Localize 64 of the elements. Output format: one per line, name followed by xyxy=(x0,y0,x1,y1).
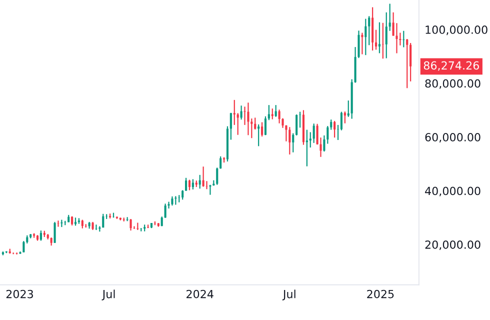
candlestick xyxy=(230,112,232,140)
x-tick-label: 2023 xyxy=(6,290,33,298)
candlestick xyxy=(406,38,408,89)
x-tick-label: Jul xyxy=(102,290,115,300)
y-tick-label: 80,000.00 xyxy=(425,79,480,89)
candlestick xyxy=(292,132,294,153)
candlestick xyxy=(260,122,264,138)
candlestick xyxy=(233,99,236,126)
candlestick xyxy=(396,22,398,54)
candlestick xyxy=(16,252,18,255)
candlestick xyxy=(264,116,267,136)
candlestick xyxy=(182,190,184,200)
x-tick-label: 2025 xyxy=(367,290,394,298)
candlestick xyxy=(382,22,384,60)
y-tick-label: 40,000.00 xyxy=(425,186,480,196)
y-tick-label: 100,000.00 xyxy=(426,26,488,36)
candlestick xyxy=(185,177,188,192)
candlestick xyxy=(102,213,104,228)
candlestick xyxy=(368,16,370,46)
candlestick xyxy=(374,29,378,50)
candlestick xyxy=(385,12,388,59)
candlestick xyxy=(298,111,302,128)
candlestick xyxy=(330,119,332,130)
annotation: 86,274.26 xyxy=(424,61,479,71)
candlestick xyxy=(278,109,280,124)
candlestick xyxy=(309,132,312,148)
candlestick xyxy=(216,167,218,186)
candlestick xyxy=(378,22,381,54)
candlestick xyxy=(274,104,277,118)
candlestick xyxy=(344,110,346,124)
candlestick xyxy=(95,224,98,231)
candlestick xyxy=(364,18,367,56)
candlestick xyxy=(171,196,174,206)
candlestick xyxy=(130,218,132,232)
candlestick xyxy=(188,179,191,191)
candlestick xyxy=(254,117,256,130)
y-tick-label: 20,000.00 xyxy=(425,240,480,250)
candlestick xyxy=(57,220,60,228)
candlestick xyxy=(271,108,274,120)
candlestick xyxy=(296,114,298,136)
candlestick xyxy=(54,221,56,244)
candlestick xyxy=(40,230,42,242)
candlestick xyxy=(340,111,343,131)
candlestick xyxy=(402,30,405,48)
candlestick xyxy=(209,184,212,196)
candlestick xyxy=(334,120,336,138)
candlestick xyxy=(220,156,222,170)
candlestick xyxy=(336,124,340,141)
candlestick xyxy=(71,216,74,226)
x-tick-label: Jul xyxy=(282,290,296,300)
candlestick xyxy=(268,104,270,121)
candlestick xyxy=(247,102,250,136)
candlestick xyxy=(288,126,291,156)
candlestick xyxy=(306,129,308,167)
candlestick xyxy=(388,3,391,32)
candlestick xyxy=(22,240,25,253)
candlestick xyxy=(312,123,315,144)
y-tick-label: 60,000.00 xyxy=(425,133,480,143)
candlestick xyxy=(164,203,166,218)
x-tick-label: 2024 xyxy=(186,290,214,298)
candlestick xyxy=(240,105,242,120)
candlestick xyxy=(192,178,194,190)
candlestick xyxy=(410,42,412,82)
candlestick xyxy=(202,166,204,188)
